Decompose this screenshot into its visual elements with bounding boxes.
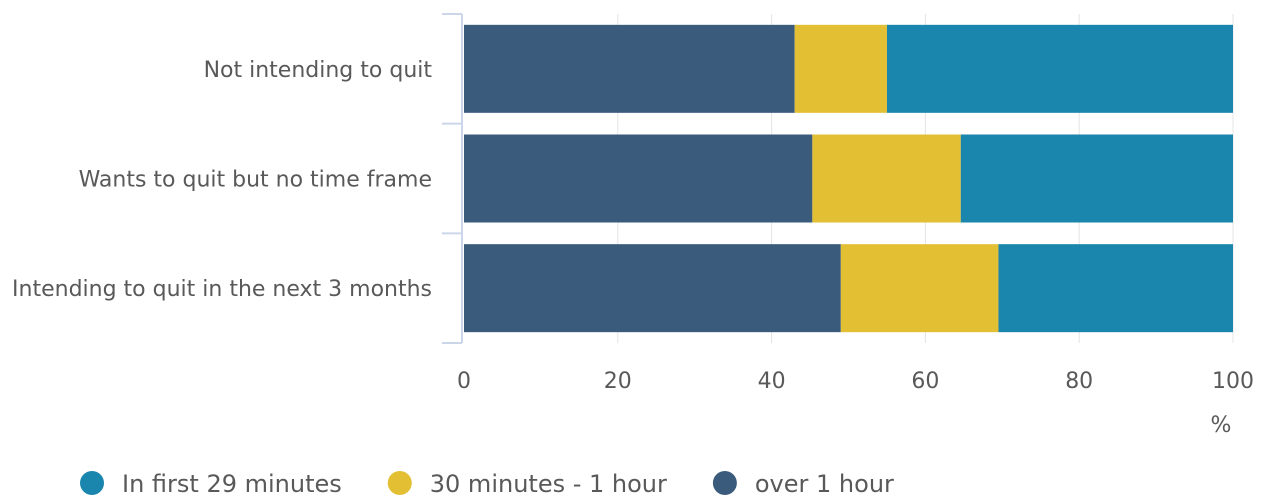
bar-segment[interactable] bbox=[812, 134, 961, 223]
legend: In first 29 minutes 30 minutes - 1 hour ov… bbox=[80, 470, 894, 498]
x-tick-label: 20 bbox=[604, 369, 632, 394]
category-label: Not intending to quit bbox=[204, 58, 433, 83]
legend-label: In first 29 minutes bbox=[122, 470, 342, 498]
legend-marker bbox=[80, 471, 104, 495]
bars bbox=[464, 24, 1233, 333]
x-tick-label: 40 bbox=[758, 369, 786, 394]
x-tick-label: 100 bbox=[1212, 369, 1254, 394]
bar-segment[interactable] bbox=[794, 24, 887, 113]
x-axis-ticks: 0 20 40 60 80 100 bbox=[457, 369, 1254, 394]
category-labels: Not intending to quit Wants to quit but n… bbox=[12, 58, 432, 302]
x-tick-label: 80 bbox=[1065, 369, 1093, 394]
y-axis bbox=[442, 13, 463, 344]
legend-item[interactable]: 30 minutes - 1 hour bbox=[387, 470, 667, 498]
legend-item[interactable]: over 1 hour bbox=[712, 470, 894, 498]
legend-label: over 1 hour bbox=[755, 470, 894, 498]
x-tick-label: 60 bbox=[911, 369, 939, 394]
legend-item[interactable]: In first 29 minutes bbox=[80, 470, 342, 498]
bar-segment[interactable] bbox=[960, 134, 1233, 223]
legend-marker bbox=[387, 471, 412, 495]
bar-segment[interactable] bbox=[886, 24, 1233, 113]
bar-segment[interactable] bbox=[464, 24, 795, 113]
bar-segment[interactable] bbox=[464, 244, 841, 333]
bar-segment[interactable] bbox=[840, 244, 999, 333]
legend-label: 30 minutes - 1 hour bbox=[430, 470, 667, 498]
legend-marker bbox=[712, 471, 737, 495]
bar-segment[interactable] bbox=[464, 134, 813, 223]
bar-segment[interactable] bbox=[998, 244, 1233, 333]
category-label: Intending to quit in the next 3 months bbox=[12, 277, 432, 302]
category-label: Wants to quit but no time frame bbox=[79, 168, 432, 193]
x-tick-label: 0 bbox=[457, 369, 471, 394]
x-axis-unit: % bbox=[1211, 413, 1232, 438]
